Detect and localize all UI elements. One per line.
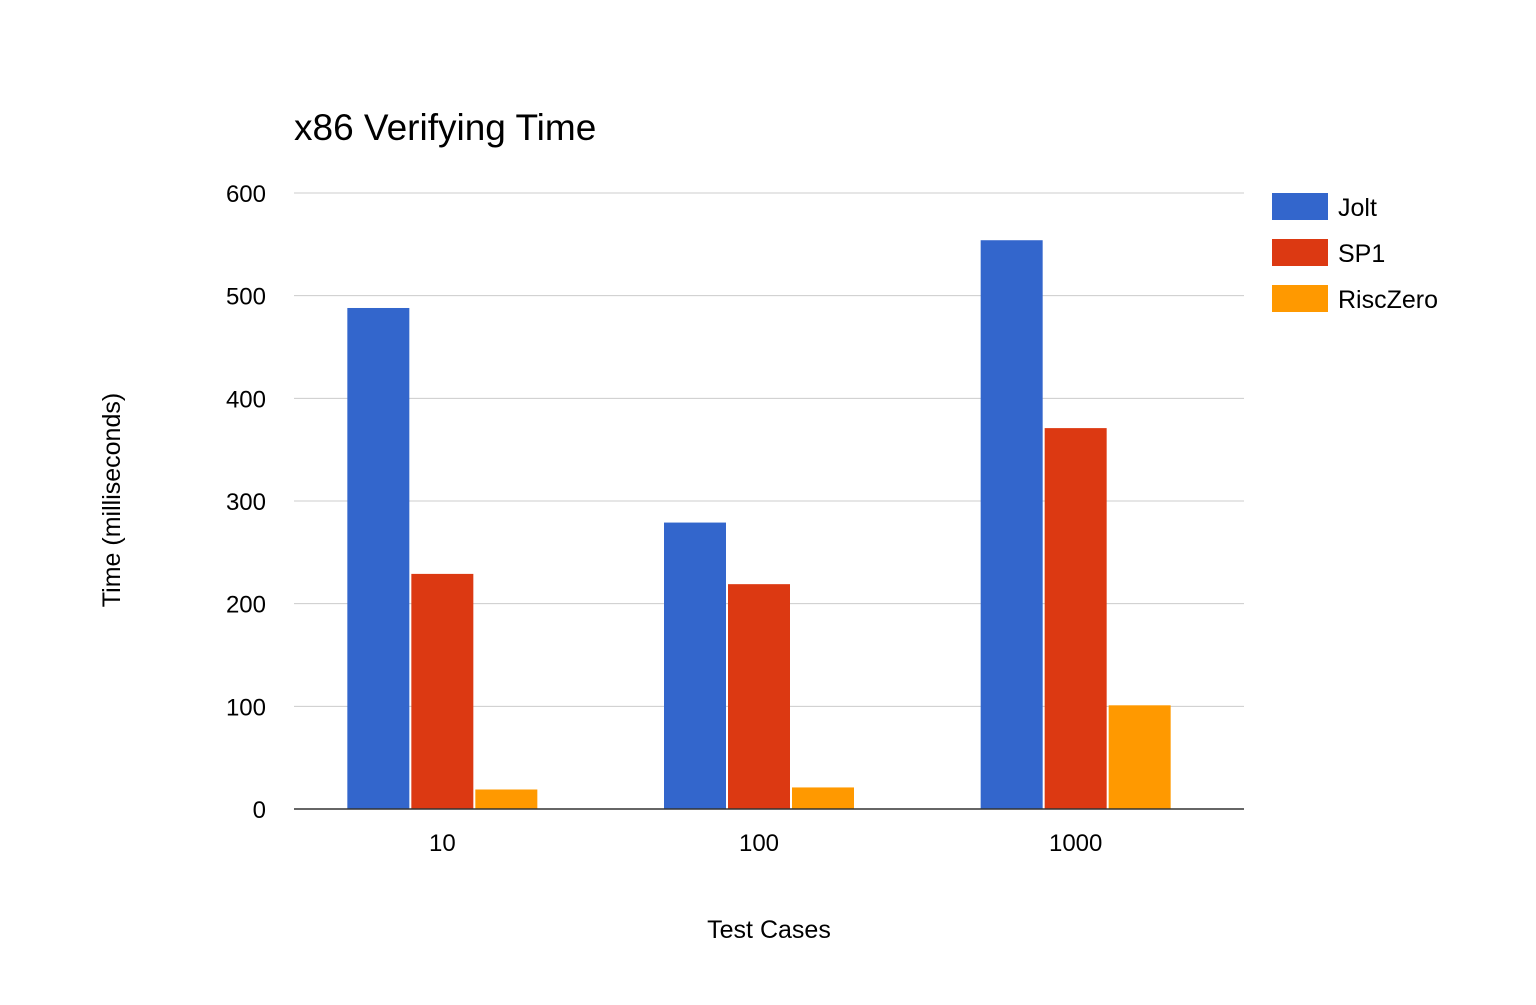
- y-tick-label: 300: [226, 489, 266, 516]
- x-tick-label: 100: [739, 830, 779, 857]
- y-tick-label: 100: [226, 694, 266, 721]
- bar-jolt-100: [664, 522, 726, 809]
- bars: [347, 240, 1171, 809]
- legend-swatch-risczero: [1272, 285, 1328, 312]
- legend-swatch-jolt: [1272, 193, 1328, 220]
- y-tick-label: 400: [226, 386, 266, 413]
- bar-jolt-1000: [980, 240, 1043, 809]
- bar-sp1-1000: [1044, 428, 1107, 809]
- x-axis-ticks: 10 100 1000: [429, 830, 1102, 857]
- y-tick-label: 200: [226, 592, 266, 619]
- y-tick-label: 500: [226, 284, 266, 311]
- bar-sp1-10: [411, 573, 474, 809]
- x-tick-label: 1000: [1049, 830, 1102, 857]
- chart-title: x86 Verifying Time: [294, 107, 596, 148]
- bar-jolt-10: [347, 307, 410, 809]
- legend-label-risczero: RiscZero: [1338, 286, 1438, 314]
- legend-label-jolt: Jolt: [1338, 194, 1377, 222]
- y-tick-label: 600: [226, 181, 266, 208]
- bar-risczero-100: [792, 787, 854, 809]
- y-axis-label: Time (milliseconds): [98, 393, 126, 607]
- legend-swatch-sp1: [1272, 239, 1328, 266]
- x-tick-label: 10: [429, 830, 456, 857]
- legend-label-sp1: SP1: [1338, 240, 1385, 268]
- y-axis-ticks: 0 100 200 300 400 500 600: [226, 181, 266, 824]
- bar-risczero-1000: [1108, 705, 1171, 809]
- y-tick-label: 0: [253, 797, 266, 824]
- bar-risczero-10: [475, 789, 538, 809]
- bar-sp1-100: [728, 584, 790, 809]
- legend: Jolt SP1 RiscZero: [1272, 193, 1438, 314]
- x-axis-label: Test Cases: [707, 916, 831, 944]
